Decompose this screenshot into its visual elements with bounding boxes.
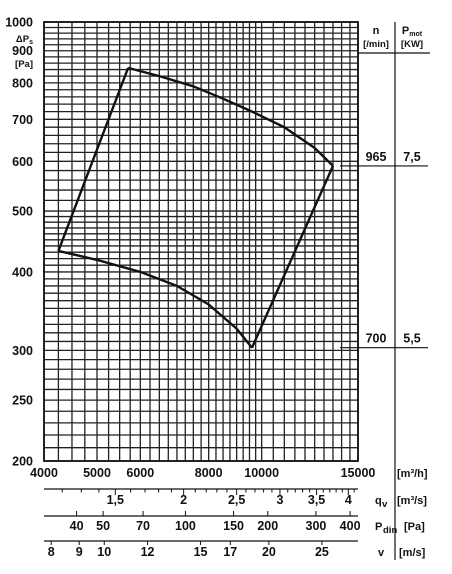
pdin-tick-label: 200 bbox=[257, 519, 278, 533]
v-tick-label: 20 bbox=[262, 545, 276, 559]
pdin-unit: [Pa] bbox=[404, 521, 425, 533]
y-tick-label: 200 bbox=[12, 455, 33, 469]
plot-frame bbox=[43, 21, 359, 462]
v-unit: [m/s] bbox=[399, 547, 426, 559]
x-tick-label: 8000 bbox=[195, 466, 223, 480]
qv-tick-label: 3,5 bbox=[308, 493, 325, 507]
x-tick-label: 10000 bbox=[244, 466, 279, 480]
qv-unit: [m³/s] bbox=[397, 495, 427, 507]
table-row-pmot: 5,5 bbox=[403, 332, 420, 346]
curve-segment bbox=[58, 249, 253, 349]
table-header-pmot-unit: [KW] bbox=[401, 39, 423, 50]
x-tick-label: 4000 bbox=[30, 466, 58, 480]
y-axis-unit: [Pa] bbox=[15, 59, 33, 70]
v-tick-label: 25 bbox=[315, 545, 329, 559]
y-tick-label: 250 bbox=[12, 394, 33, 408]
x-tick-label: 15000 bbox=[341, 466, 376, 480]
y-tick-label: 500 bbox=[12, 205, 33, 219]
y-axis-label-subscript: s bbox=[29, 39, 33, 46]
table-row-n: 965 bbox=[366, 150, 387, 164]
y-tick-label: 800 bbox=[12, 76, 33, 90]
v-tick-label: 9 bbox=[76, 545, 83, 559]
qv-tick-label: 3 bbox=[276, 493, 283, 507]
table-row-n: 700 bbox=[366, 332, 387, 346]
grid bbox=[43, 21, 359, 462]
pdin-tick-label: 40 bbox=[70, 519, 84, 533]
y-tick-label: 900 bbox=[12, 44, 33, 58]
curve-segment bbox=[250, 165, 335, 349]
table-header-n-unit: [/min] bbox=[363, 39, 389, 50]
pdin-symbol-subscript: din bbox=[383, 525, 397, 536]
y-tick-label: 400 bbox=[12, 265, 33, 279]
curve-segment bbox=[57, 67, 130, 252]
qv-tick-label: 2 bbox=[180, 493, 187, 507]
pdin-tick-label: 150 bbox=[223, 519, 244, 533]
pdin-tick-label: 100 bbox=[175, 519, 196, 533]
y-tick-label: 300 bbox=[12, 344, 33, 358]
pdin-tick-label: 400 bbox=[340, 519, 361, 533]
y-tick-label: 600 bbox=[12, 155, 33, 169]
pdin-tick-label: 300 bbox=[306, 519, 327, 533]
qv-symbol: q bbox=[375, 495, 382, 507]
pdin-tick-label: 70 bbox=[136, 519, 150, 533]
y-tick-label: 1000 bbox=[5, 16, 33, 30]
curve-segment bbox=[127, 66, 334, 167]
pdin-tick-label: 50 bbox=[96, 519, 110, 533]
qv-tick-label: 2,5 bbox=[228, 493, 245, 507]
table-header-pmot-subscript: mot bbox=[409, 31, 423, 38]
v-tick-label: 12 bbox=[141, 545, 155, 559]
qv-tick-label: 4 bbox=[345, 493, 352, 507]
y-tick-label: 700 bbox=[12, 113, 33, 127]
v-symbol: v bbox=[378, 547, 385, 559]
y-axis-label: ΔPs bbox=[16, 34, 33, 46]
v-tick-label: 8 bbox=[48, 545, 55, 559]
v-tick-label: 17 bbox=[223, 545, 237, 559]
x-axis-unit: [m³/h] bbox=[397, 468, 428, 480]
pdin-symbol: P bbox=[375, 521, 382, 533]
x-tick-label: 6000 bbox=[126, 466, 154, 480]
table-row-pmot: 7,5 bbox=[403, 150, 420, 164]
v-tick-label: 10 bbox=[97, 545, 111, 559]
v-tick-label: 15 bbox=[194, 545, 208, 559]
x-tick-label: 5000 bbox=[83, 466, 111, 480]
operating-point-table: n [/min] Pmot[KW] 965 7,5 700 5,5 bbox=[340, 22, 430, 560]
performance-curves bbox=[57, 66, 335, 349]
qv-symbol-subscript: v bbox=[382, 499, 388, 510]
table-header-pmot: Pmot bbox=[402, 25, 423, 38]
table-header-n: n bbox=[373, 25, 380, 37]
axes: 1000900800700600500400300250200ΔPs[Pa]40… bbox=[5, 16, 428, 560]
qv-tick-label: 1,5 bbox=[107, 493, 124, 507]
